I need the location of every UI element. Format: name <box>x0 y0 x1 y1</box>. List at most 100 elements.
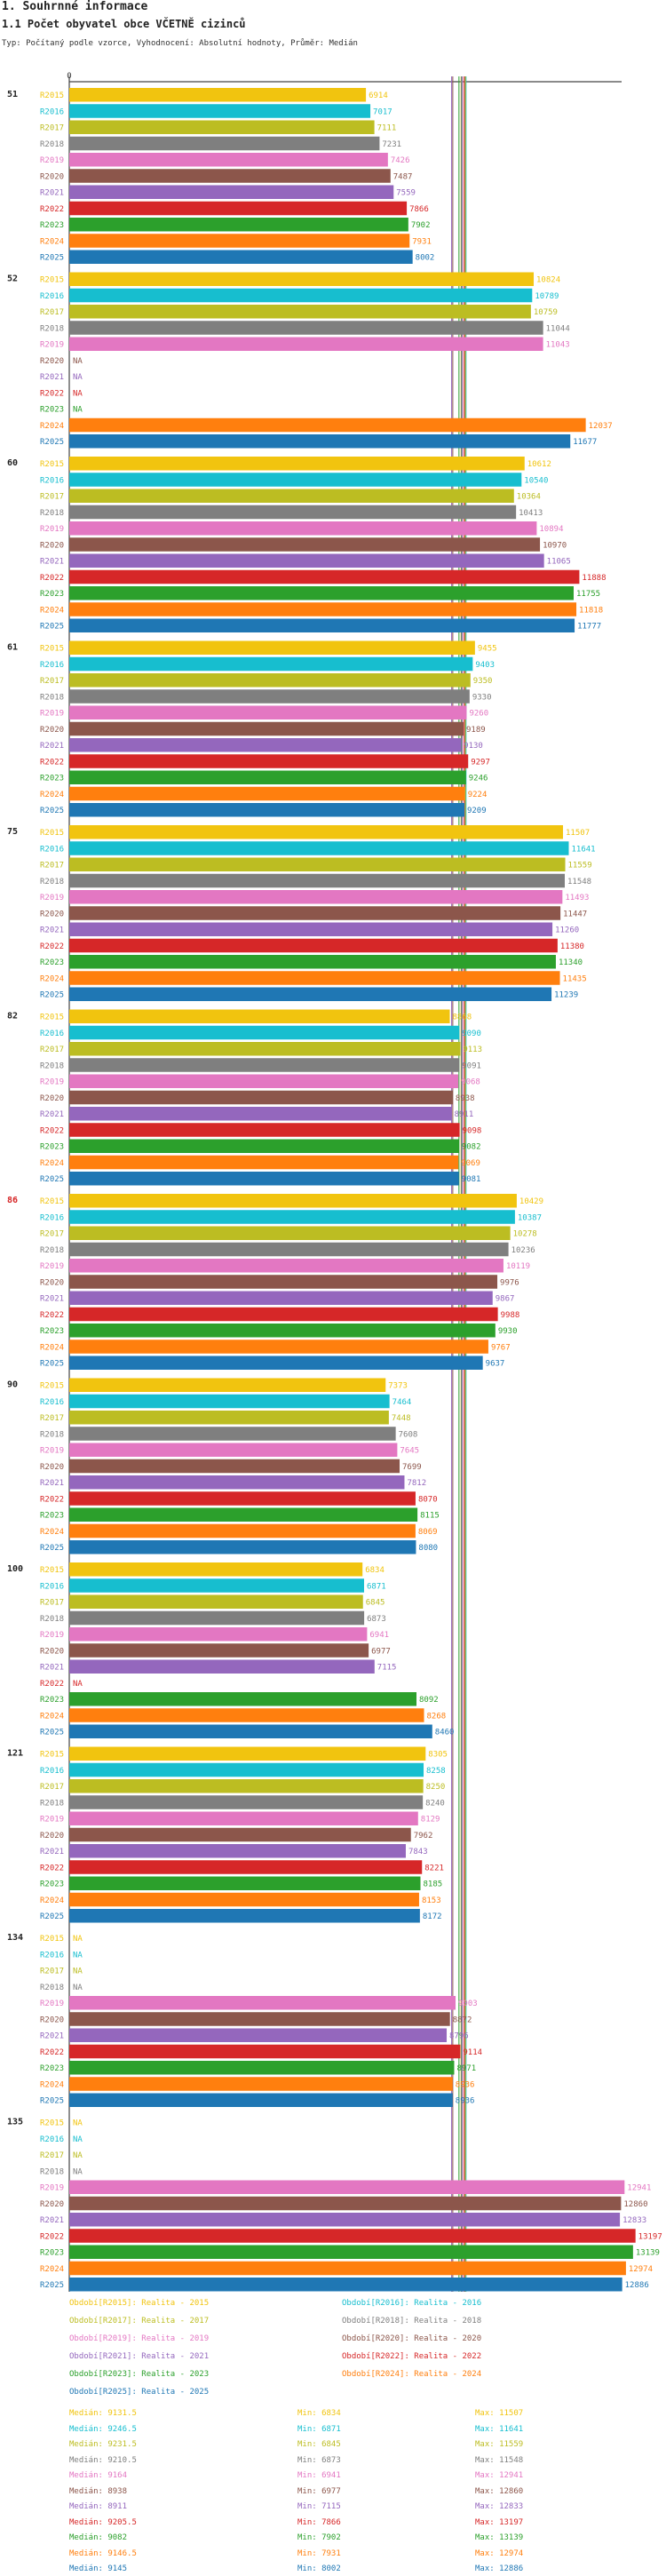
section-title: 1.1 Počet obyvatel obce VČETNĚ cizinců <box>2 18 246 30</box>
na-label: NA <box>73 2135 83 2144</box>
year-label: R2021 <box>40 2216 64 2225</box>
year-label: R2021 <box>40 926 64 935</box>
year-label: R2016 <box>40 661 64 670</box>
stat-median: Medián: 9164 <box>69 2471 128 2480</box>
year-label: R2017 <box>40 493 64 502</box>
bar <box>69 434 571 449</box>
group-label: 121 <box>7 1749 23 1759</box>
year-label: R2015 <box>40 645 64 654</box>
legend-item: Období[R2025]: Realita - 2025 <box>69 2388 210 2397</box>
data-label: 10119 <box>506 1262 530 1271</box>
bar <box>69 1443 398 1457</box>
legend-item: Období[R2019]: Realita - 2019 <box>69 2334 210 2343</box>
bar <box>69 1459 400 1474</box>
bar <box>69 218 408 232</box>
year-label: R2021 <box>40 742 64 751</box>
year-label: R2020 <box>40 1463 64 1472</box>
year-label: R2023 <box>40 1512 64 1521</box>
year-label: R2025 <box>40 254 64 263</box>
bar <box>69 890 563 904</box>
data-label: 8971 <box>456 2064 476 2073</box>
data-label: 7231 <box>382 140 401 149</box>
bar <box>69 1378 386 1392</box>
bar <box>69 521 537 536</box>
bar <box>69 473 522 487</box>
year-label: R2020 <box>40 172 64 181</box>
year-label: R2019 <box>40 525 64 534</box>
bar <box>69 272 535 286</box>
year-label: R2022 <box>40 389 64 398</box>
year-label: R2023 <box>40 1880 64 1889</box>
bar <box>69 88 367 102</box>
year-label: R2015 <box>40 1197 64 1206</box>
bar <box>69 1860 423 1874</box>
year-label: R2024 <box>40 1343 64 1352</box>
year-label: R2018 <box>40 1430 64 1439</box>
na-label: NA <box>73 1680 83 1689</box>
stat-max: Max: 12941 <box>475 2471 524 2480</box>
data-label: 10789 <box>535 292 559 301</box>
bar <box>69 1226 511 1240</box>
year-label: R2025 <box>40 2281 64 2290</box>
bar <box>69 2093 453 2107</box>
data-label: 8080 <box>418 1544 438 1553</box>
bar <box>69 2229 636 2243</box>
data-label: 10540 <box>524 476 548 485</box>
bar <box>69 738 462 752</box>
data-label: 9297 <box>471 758 490 767</box>
bar <box>69 417 586 433</box>
year-label: R2020 <box>40 1832 64 1841</box>
legend-item: Období[R2023]: Realita - 2023 <box>69 2370 210 2379</box>
data-label: 7448 <box>392 1414 411 1423</box>
data-label: 10429 <box>519 1197 543 1206</box>
bar <box>69 1210 515 1224</box>
year-label: R2024 <box>40 1528 64 1537</box>
year-label: R2023 <box>40 2249 64 2258</box>
bar <box>69 1540 416 1554</box>
bar <box>69 288 533 303</box>
na-label: NA <box>73 1951 83 1960</box>
bar <box>69 1795 424 1809</box>
stat-min: Min: 7931 <box>297 2548 341 2558</box>
bar <box>69 705 467 720</box>
year-label: R2021 <box>40 1110 64 1119</box>
data-label: 13139 <box>636 2249 660 2258</box>
year-label: R2015 <box>40 1566 64 1575</box>
year-label: R2024 <box>40 2265 64 2274</box>
year-label: R2021 <box>40 373 64 382</box>
data-label: 9403 <box>475 661 495 670</box>
bar <box>69 1594 363 1609</box>
bar <box>69 104 371 118</box>
bar <box>69 1025 460 1040</box>
year-label: R2022 <box>40 1864 64 1872</box>
data-label: 9091 <box>462 1061 481 1070</box>
stat-min: Min: 7902 <box>297 2533 341 2542</box>
year-label: R2017 <box>40 2151 64 2160</box>
bar <box>69 803 464 817</box>
group-label: 86 <box>7 1196 18 1205</box>
year-label: R2019 <box>40 710 64 719</box>
year-label: R2025 <box>40 1175 64 1184</box>
year-label: R2021 <box>40 189 64 198</box>
year-label: R2019 <box>40 1631 64 1640</box>
data-label: 8069 <box>418 1528 438 1537</box>
bar <box>69 1811 418 1825</box>
data-label: 11447 <box>563 910 587 918</box>
year-label: R2017 <box>40 1968 64 1976</box>
bar <box>69 673 471 688</box>
stat-median: Medián: 9131.5 <box>69 2409 137 2418</box>
data-label: 9930 <box>498 1327 518 1336</box>
year-label: R2018 <box>40 1615 64 1624</box>
year-label: R2022 <box>40 205 64 214</box>
data-label: 10387 <box>518 1213 542 1222</box>
year-label: R2022 <box>40 2232 64 2241</box>
year-label: R2025 <box>40 1729 64 1737</box>
data-label: 9113 <box>463 1046 482 1054</box>
year-label: R2017 <box>40 1599 64 1608</box>
data-label: 10413 <box>519 509 543 518</box>
year-label: R2017 <box>40 124 64 133</box>
year-label: R2019 <box>40 2000 64 2008</box>
bar <box>69 457 525 471</box>
year-label: R2018 <box>40 878 64 886</box>
year-label: R2023 <box>40 2064 64 2073</box>
